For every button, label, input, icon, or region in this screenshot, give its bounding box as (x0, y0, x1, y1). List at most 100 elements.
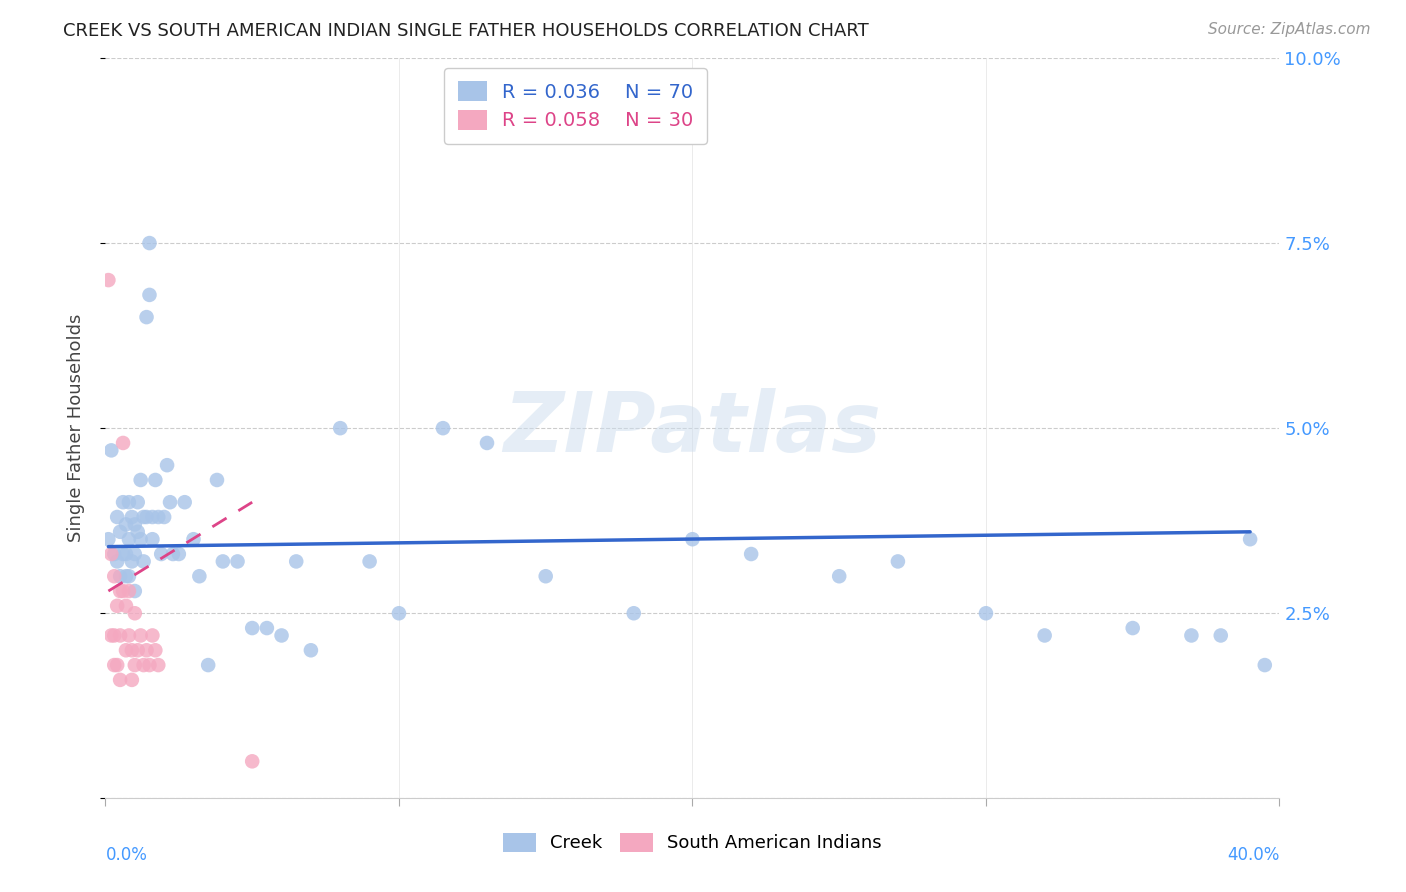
Point (974, 607, 997, 621)
Point (132, 554, 155, 568)
Point (115, 599, 138, 613)
Point (124, 607, 146, 621)
Point (167, 547, 190, 561)
Point (240, 621, 263, 635)
Point (240, 755, 263, 769)
Point (112, 547, 135, 561)
Point (299, 643, 322, 657)
Point (108, 569, 131, 583)
Point (1254, 658, 1277, 673)
Point (388, 607, 411, 621)
Text: Source: ZipAtlas.com: Source: ZipAtlas.com (1208, 22, 1371, 37)
Point (118, 495, 141, 509)
Point (143, 643, 166, 657)
Point (103, 628, 125, 642)
Point (153, 510, 176, 524)
Point (127, 495, 149, 509)
Point (105, 510, 128, 524)
Point (127, 643, 149, 657)
Point (188, 569, 211, 583)
Point (159, 495, 181, 509)
Point (121, 643, 143, 657)
Point (1180, 628, 1202, 642)
Point (1033, 628, 1056, 642)
Point (156, 458, 179, 473)
Point (112, 584, 135, 599)
Point (138, 235, 160, 250)
Point (475, 436, 498, 450)
Point (183, 532, 205, 546)
Point (103, 569, 125, 583)
Point (124, 517, 146, 532)
Point (135, 310, 157, 324)
Point (143, 473, 166, 487)
Point (135, 643, 157, 657)
Text: ZIPatlas: ZIPatlas (503, 388, 882, 468)
Point (682, 532, 704, 546)
Point (828, 569, 851, 583)
Point (118, 532, 141, 546)
Text: CREEK VS SOUTH AMERICAN INDIAN SINGLE FATHER HOUSEHOLDS CORRELATION CHART: CREEK VS SOUTH AMERICAN INDIAN SINGLE FA… (63, 22, 869, 40)
Point (103, 547, 125, 561)
Point (740, 547, 762, 561)
Point (121, 673, 143, 687)
Point (226, 554, 249, 568)
Point (887, 554, 910, 568)
Point (138, 658, 160, 673)
Point (129, 532, 152, 546)
Point (1239, 532, 1261, 546)
Point (141, 510, 163, 524)
Point (148, 658, 170, 673)
Point (115, 569, 138, 583)
Point (97, 273, 120, 287)
Point (105, 554, 128, 568)
Point (115, 517, 138, 532)
Point (1122, 621, 1144, 635)
Point (150, 547, 173, 561)
Point (108, 673, 131, 687)
Point (162, 547, 184, 561)
Point (329, 421, 352, 435)
Legend: Creek, South American Indians: Creek, South American Indians (496, 826, 889, 860)
Point (256, 621, 278, 635)
Point (173, 495, 195, 509)
Point (103, 658, 125, 673)
Point (534, 569, 557, 583)
Y-axis label: Single Father Households: Single Father Households (66, 314, 84, 542)
Point (127, 524, 149, 539)
Point (211, 554, 233, 568)
Text: 40.0%: 40.0% (1227, 847, 1279, 864)
Point (121, 554, 143, 568)
Point (141, 628, 163, 642)
Point (623, 607, 645, 621)
Point (1209, 628, 1232, 642)
Point (359, 554, 381, 568)
Point (124, 658, 146, 673)
Point (129, 628, 152, 642)
Point (124, 584, 146, 599)
Point (112, 436, 135, 450)
Point (432, 421, 454, 435)
Text: 0.0%: 0.0% (105, 847, 148, 864)
Point (118, 628, 141, 642)
Point (132, 510, 155, 524)
Point (105, 658, 128, 673)
Point (100, 628, 122, 642)
Point (132, 658, 155, 673)
Point (148, 510, 170, 524)
Point (100, 443, 122, 458)
Point (129, 473, 152, 487)
Point (108, 524, 131, 539)
Point (197, 658, 219, 673)
Point (105, 599, 128, 613)
Point (141, 532, 163, 546)
Point (112, 495, 135, 509)
Point (124, 547, 146, 561)
Point (285, 554, 308, 568)
Point (108, 628, 131, 642)
Point (115, 643, 138, 657)
Point (115, 547, 138, 561)
Point (138, 288, 160, 302)
Point (118, 569, 141, 583)
Point (135, 510, 157, 524)
